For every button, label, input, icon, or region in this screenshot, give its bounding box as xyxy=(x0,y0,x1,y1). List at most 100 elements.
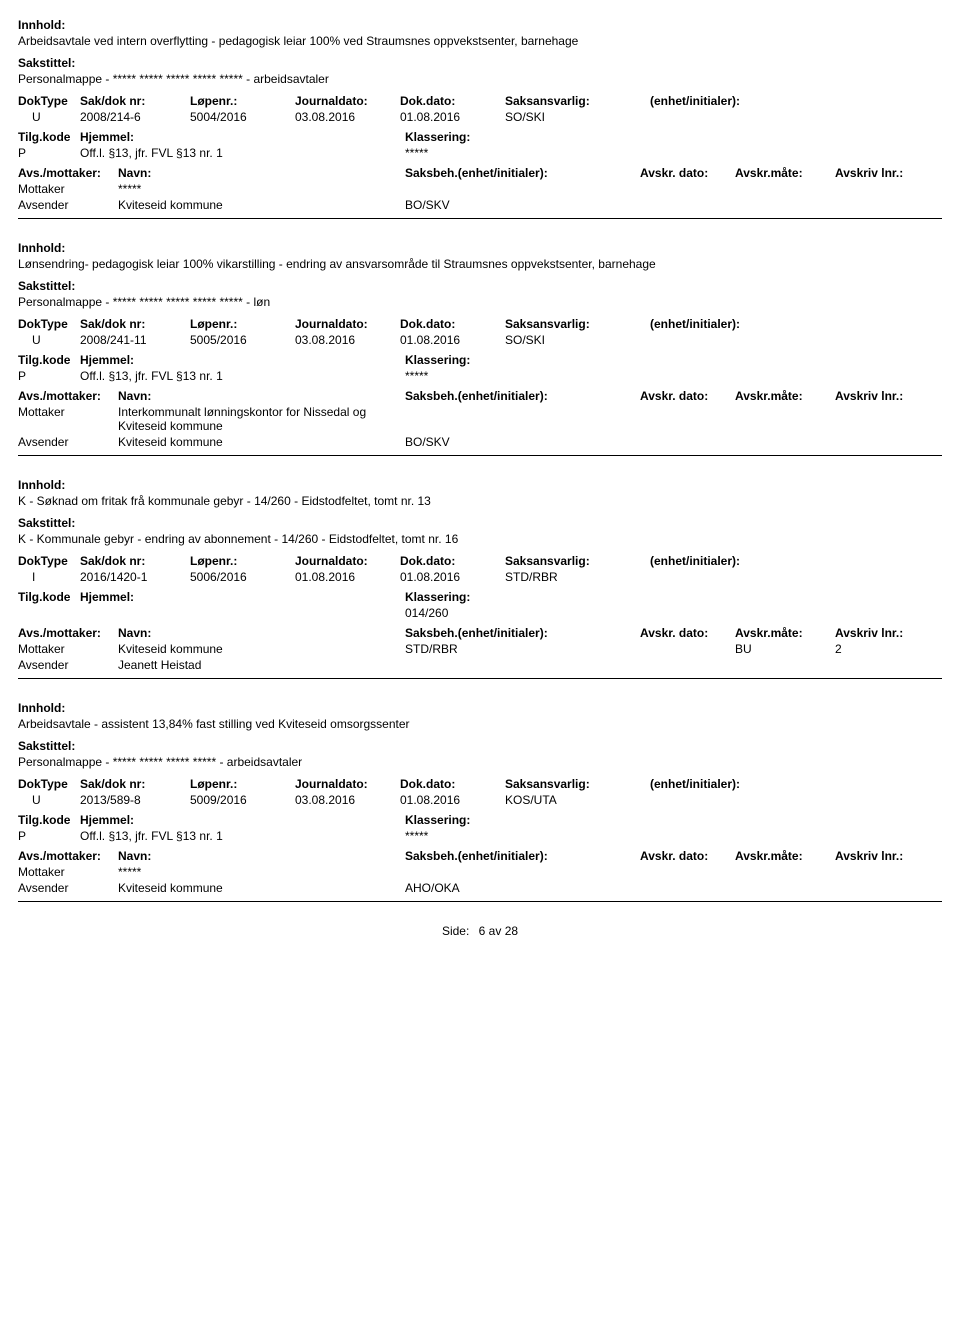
dokdato-value: 01.08.2016 xyxy=(400,110,505,124)
party-saksbeh: BO/SKV xyxy=(405,198,640,212)
footer-av-label: av xyxy=(489,924,502,938)
navn-header: Navn: xyxy=(118,166,405,180)
sakdok-header: Sak/dok nr: xyxy=(80,94,190,108)
dokdato-value: 01.08.2016 xyxy=(400,793,505,807)
party-saksbeh xyxy=(405,658,640,672)
sakdok-value: 2016/1420-1 xyxy=(80,570,190,584)
hjemmel-value xyxy=(80,606,405,620)
saksansvarlig-header: Saksansvarlig: xyxy=(505,777,650,791)
klassering-header: Klassering: xyxy=(405,130,705,144)
party-avskrmote xyxy=(735,405,835,433)
party-row: AvsenderJeanett Heistad xyxy=(18,658,942,672)
party-saksbeh xyxy=(405,865,640,879)
doktype-header: DokType xyxy=(18,777,80,791)
party-avskrlnr xyxy=(835,435,930,449)
innhold-text: Lønsendring- pedagogisk leiar 100% vikar… xyxy=(18,257,942,271)
party-role: Avsender xyxy=(18,658,118,672)
avskrlnr-header: Avskriv lnr.: xyxy=(835,166,930,180)
lopenr-value: 5006/2016 xyxy=(190,570,295,584)
meta-values-row: U2008/241-115005/201603.08.201601.08.201… xyxy=(18,333,942,347)
navn-header: Navn: xyxy=(118,849,405,863)
party-role: Mottaker xyxy=(18,182,118,196)
journaldato-header: Journaldato: xyxy=(295,94,400,108)
klassering-value: 014/260 xyxy=(405,606,705,620)
meta-header-row: DokTypeSak/dok nr:Løpenr.:Journaldato:Do… xyxy=(18,554,942,568)
avsmottaker-header: Avs./mottaker: xyxy=(18,849,118,863)
avskrmote-header: Avskr.måte: xyxy=(735,389,835,403)
party-row: AvsenderKviteseid kommuneBO/SKV xyxy=(18,435,942,449)
party-row: AvsenderKviteseid kommuneBO/SKV xyxy=(18,198,942,212)
avskrmote-header: Avskr.måte: xyxy=(735,626,835,640)
doktype-value: U xyxy=(18,793,80,807)
journaldato-value: 03.08.2016 xyxy=(295,110,400,124)
lopenr-header: Løpenr.: xyxy=(190,777,295,791)
hjemmel-header: Hjemmel: xyxy=(80,353,405,367)
sakdok-value: 2008/241-11 xyxy=(80,333,190,347)
party-avskrmote xyxy=(735,435,835,449)
hjemmel-header: Hjemmel: xyxy=(80,590,405,604)
saksansvarlig-value: KOS/UTA xyxy=(505,793,650,807)
lopenr-header: Løpenr.: xyxy=(190,554,295,568)
saksansvarlig-value: SO/SKI xyxy=(505,333,650,347)
party-avskrmote xyxy=(735,198,835,212)
avskrdato-header: Avskr. dato: xyxy=(640,849,735,863)
party-navn: Jeanett Heistad xyxy=(118,658,405,672)
tilgkode-header: Tilg.kode xyxy=(18,353,80,367)
innhold-text: Arbeidsavtale - assistent 13,84% fast st… xyxy=(18,717,942,731)
sakdok-value: 2013/589-8 xyxy=(80,793,190,807)
tilg-header-row: Tilg.kodeHjemmel:Klassering: xyxy=(18,353,942,367)
party-navn: Kviteseid kommune xyxy=(118,881,405,895)
party-role: Avsender xyxy=(18,881,118,895)
journaldato-value: 03.08.2016 xyxy=(295,793,400,807)
doktype-value: U xyxy=(18,333,80,347)
party-avskrdato xyxy=(640,405,735,433)
party-navn: ***** xyxy=(118,865,405,879)
doktype-header: DokType xyxy=(18,554,80,568)
party-row: Mottaker***** xyxy=(18,182,942,196)
enhet-header: (enhet/initialer): xyxy=(650,94,830,108)
tilg-values-row: POff.l. §13, jfr. FVL §13 nr. 1***** xyxy=(18,146,942,160)
innhold-label: Innhold: xyxy=(18,478,942,492)
tilg-header-row: Tilg.kodeHjemmel:Klassering: xyxy=(18,130,942,144)
sakstittel-text: Personalmappe - ***** ***** ***** ***** … xyxy=(18,755,942,769)
enhet-value xyxy=(650,333,830,347)
records-container: Innhold:Arbeidsavtale ved intern overfly… xyxy=(18,18,942,902)
tilg-values-row: POff.l. §13, jfr. FVL §13 nr. 1***** xyxy=(18,369,942,383)
klassering-header: Klassering: xyxy=(405,353,705,367)
enhet-value xyxy=(650,110,830,124)
sakstittel-label: Sakstittel: xyxy=(18,56,942,70)
party-role: Mottaker xyxy=(18,642,118,656)
avskrlnr-header: Avskriv lnr.: xyxy=(835,849,930,863)
lopenr-value: 5004/2016 xyxy=(190,110,295,124)
journal-record: Innhold:Arbeidsavtale ved intern overfly… xyxy=(18,18,942,219)
party-avskrdato xyxy=(640,658,735,672)
tilg-header-row: Tilg.kodeHjemmel:Klassering: xyxy=(18,813,942,827)
party-role: Mottaker xyxy=(18,865,118,879)
avsmottaker-header: Avs./mottaker: xyxy=(18,389,118,403)
lopenr-header: Løpenr.: xyxy=(190,94,295,108)
tilgkode-header: Tilg.kode xyxy=(18,590,80,604)
party-saksbeh: AHO/OKA xyxy=(405,881,640,895)
party-avskrmote xyxy=(735,865,835,879)
enhet-header: (enhet/initialer): xyxy=(650,554,830,568)
meta-header-row: DokTypeSak/dok nr:Løpenr.:Journaldato:Do… xyxy=(18,777,942,791)
sakstittel-text: Personalmappe - ***** ***** ***** ***** … xyxy=(18,72,942,86)
footer-side-label: Side: xyxy=(442,924,469,938)
party-saksbeh: BO/SKV xyxy=(405,435,640,449)
avs-header-row: Avs./mottaker:Navn:Saksbeh.(enhet/initia… xyxy=(18,626,942,640)
hjemmel-value: Off.l. §13, jfr. FVL §13 nr. 1 xyxy=(80,829,405,843)
hjemmel-header: Hjemmel: xyxy=(80,130,405,144)
lopenr-value: 5005/2016 xyxy=(190,333,295,347)
party-avskrmote xyxy=(735,881,835,895)
avs-header-row: Avs./mottaker:Navn:Saksbeh.(enhet/initia… xyxy=(18,389,942,403)
doktype-value: U xyxy=(18,110,80,124)
innhold-text: K - Søknad om fritak frå kommunale gebyr… xyxy=(18,494,942,508)
avskrdato-header: Avskr. dato: xyxy=(640,166,735,180)
meta-header-row: DokTypeSak/dok nr:Løpenr.:Journaldato:Do… xyxy=(18,317,942,331)
innhold-label: Innhold: xyxy=(18,241,942,255)
party-navn: Interkommunalt lønningskontor for Nissed… xyxy=(118,405,405,433)
enhet-value xyxy=(650,793,830,807)
meta-header-row: DokTypeSak/dok nr:Løpenr.:Journaldato:Do… xyxy=(18,94,942,108)
party-avskrmote xyxy=(735,182,835,196)
party-row: Mottaker***** xyxy=(18,865,942,879)
